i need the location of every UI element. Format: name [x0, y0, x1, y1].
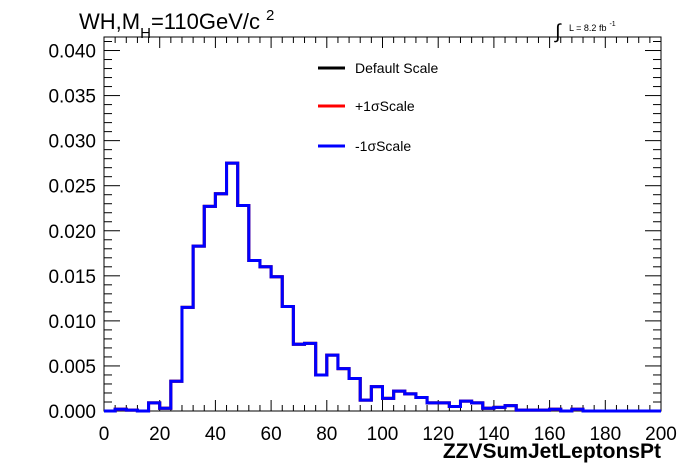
integral-icon: ∫: [554, 21, 562, 43]
y-tick-label: 0.010: [48, 312, 96, 333]
x-tick-label: 200: [645, 424, 677, 445]
title-superscript: 2: [266, 7, 274, 24]
luminosity-label: L = 8.2 fb -1: [569, 21, 616, 33]
histogram-line-1: [104, 161, 661, 413]
x-axis-label: ZZVSumJetLeptonsPt: [443, 440, 661, 463]
y-tick-label: 0.020: [48, 222, 96, 243]
legend-label-plus: +1σScale: [355, 98, 415, 114]
y-axis-tick-labels: 0.000 0.005 0.010 0.015 0.020 0.025 0.030 0.035…: [48, 42, 96, 423]
y-tick-label: 0.035: [48, 87, 96, 108]
legend-label-default: Default Scale: [355, 60, 438, 76]
histogram-line-0: [104, 161, 661, 413]
lumi-text: L = 8.2 fb: [569, 23, 606, 33]
legend: Default Scale +1σScale -1σScale: [318, 60, 438, 154]
x-tick-label: 180: [589, 424, 621, 445]
x-axis-ticks: [103, 37, 662, 411]
x-tick-label: 40: [205, 424, 226, 445]
histogram-line-2: [104, 161, 661, 413]
title-rest: =110GeV/c: [151, 9, 260, 34]
y-tick-label: 0.005: [48, 357, 96, 378]
x-tick-label: 120: [422, 424, 454, 445]
title-main: WH,M: [79, 9, 140, 34]
x-tick-label: 160: [534, 424, 566, 445]
x-tick-label: 100: [367, 424, 399, 445]
lumi-superscript: -1: [609, 21, 615, 28]
y-tick-label: 0.000: [48, 402, 96, 423]
y-axis-ticks: [104, 41, 661, 412]
y-tick-label: 0.040: [48, 42, 96, 63]
chart-title: WH,MH=110GeV/c 2: [79, 7, 274, 42]
histogram-series: [104, 161, 661, 413]
x-tick-label: 140: [478, 424, 510, 445]
y-tick-label: 0.030: [48, 132, 96, 153]
plot-frame: [103, 36, 662, 412]
legend-label-minus: -1σScale: [355, 138, 411, 154]
y-tick-label: 0.025: [48, 177, 96, 198]
y-tick-label: 0.015: [48, 267, 96, 288]
title-subscript: H: [140, 25, 151, 42]
x-tick-label: 60: [261, 424, 282, 445]
x-tick-label: 0: [99, 424, 110, 445]
x-tick-label: 20: [149, 424, 170, 445]
x-tick-label: 80: [316, 424, 337, 445]
x-axis-tick-labels: 0 20 40 60 80 100 120 140 160 180 200: [99, 424, 677, 445]
